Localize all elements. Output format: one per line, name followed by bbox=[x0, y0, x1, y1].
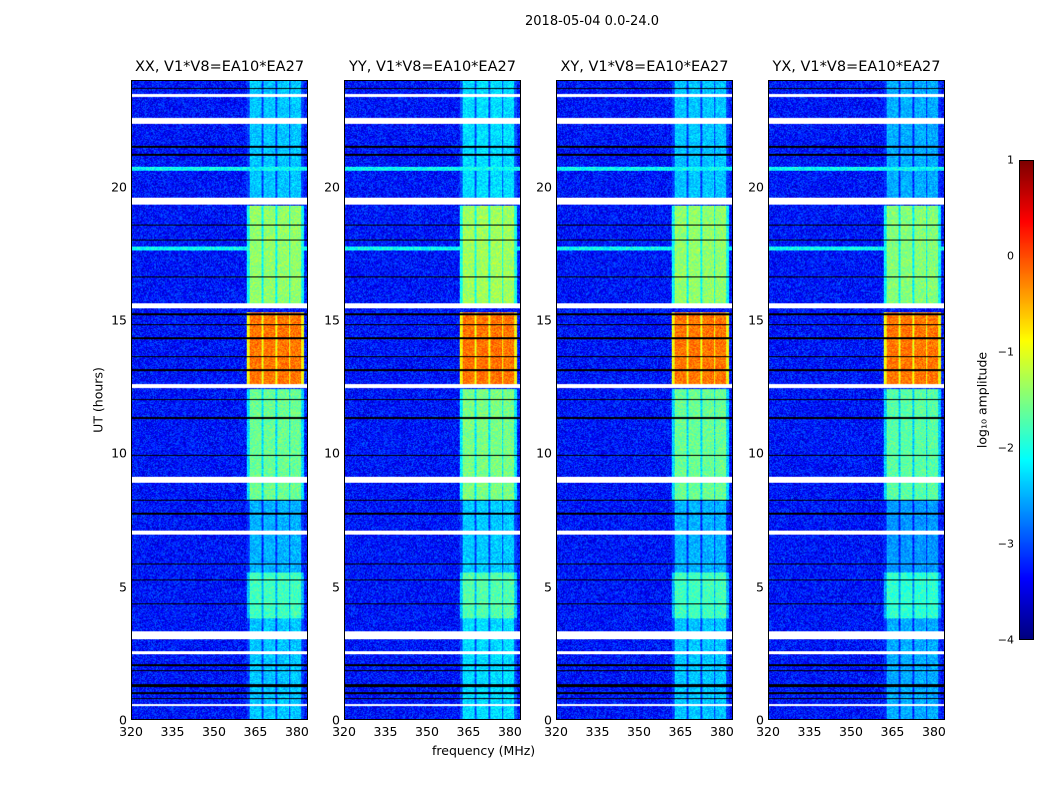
spectrogram-panel bbox=[131, 80, 308, 720]
colorbar-gradient bbox=[1020, 161, 1033, 639]
panel-title: XY, V1*V8=EA10*EA27 bbox=[560, 59, 729, 75]
x-tick-label: 380 bbox=[710, 724, 734, 739]
panel-title: XX, V1*V8=EA10*EA27 bbox=[134, 59, 305, 75]
x-tick-label: 335 bbox=[797, 724, 822, 739]
x-tick-label: 320 bbox=[544, 724, 568, 739]
x-tick-label: 380 bbox=[498, 724, 522, 739]
y-tick-label: 5 bbox=[756, 579, 764, 595]
y-tick-label: 0 bbox=[544, 712, 552, 728]
x-tick-label: 320 bbox=[756, 724, 780, 739]
y-tick-label: 5 bbox=[544, 579, 552, 595]
y-tick-label: 10 bbox=[111, 445, 127, 461]
x-axis-label: frequency (MHz) bbox=[432, 743, 536, 758]
figure-title: 2018-05-04 0.0-24.0 bbox=[525, 14, 659, 29]
y-tick-label: 0 bbox=[332, 712, 340, 728]
colorbar bbox=[1019, 160, 1034, 640]
y-tick-label: 0 bbox=[756, 712, 764, 728]
y-tick-label: 5 bbox=[332, 579, 340, 595]
x-tick-label: 320 bbox=[119, 724, 143, 739]
y-axis-label: UT (hours) bbox=[90, 367, 106, 433]
y-tick-label: 5 bbox=[119, 579, 127, 595]
x-tick-label: 365 bbox=[243, 724, 268, 739]
spectrogram-image bbox=[132, 81, 307, 719]
x-tick-label: 335 bbox=[585, 724, 610, 739]
panel-title: YY, V1*V8=EA10*EA27 bbox=[349, 59, 516, 75]
colorbar-tick-label: 0 bbox=[1007, 249, 1014, 263]
y-tick-label: 15 bbox=[748, 312, 764, 328]
x-tick-label: 350 bbox=[839, 724, 863, 739]
x-tick-label: 365 bbox=[880, 724, 905, 739]
colorbar-tick-label: −2 bbox=[997, 441, 1014, 455]
y-tick-label: 20 bbox=[748, 179, 764, 195]
y-tick-label: 10 bbox=[324, 445, 340, 461]
y-tick-label: 10 bbox=[536, 445, 552, 461]
spectrogram-image bbox=[769, 81, 944, 719]
y-tick-label: 15 bbox=[324, 312, 340, 328]
spectrogram-image bbox=[345, 81, 520, 719]
x-tick-label: 350 bbox=[202, 724, 226, 739]
spectrogram-image bbox=[557, 81, 732, 719]
x-tick-label: 365 bbox=[668, 724, 693, 739]
x-tick-label: 335 bbox=[373, 724, 398, 739]
spectrogram-panel bbox=[768, 80, 945, 720]
panel-title: YX, V1*V8=EA10*EA27 bbox=[772, 59, 941, 75]
x-tick-label: 350 bbox=[415, 724, 439, 739]
colorbar-label: log₁₀ amplitude bbox=[974, 351, 990, 449]
x-tick-label: 365 bbox=[456, 724, 481, 739]
y-tick-label: 20 bbox=[324, 179, 340, 195]
x-tick-label: 380 bbox=[922, 724, 946, 739]
spectrogram-panel bbox=[344, 80, 521, 720]
colorbar-tick-label: 1 bbox=[1007, 153, 1014, 167]
colorbar-tick-label: −3 bbox=[997, 537, 1014, 551]
y-tick-label: 10 bbox=[748, 445, 764, 461]
colorbar-tick-label: −1 bbox=[997, 345, 1014, 359]
x-tick-label: 320 bbox=[332, 724, 356, 739]
y-tick-label: 15 bbox=[111, 312, 127, 328]
y-tick-label: 15 bbox=[536, 312, 552, 328]
x-tick-label: 350 bbox=[627, 724, 651, 739]
spectrogram-panel bbox=[556, 80, 733, 720]
y-tick-label: 20 bbox=[111, 179, 127, 195]
y-tick-label: 20 bbox=[536, 179, 552, 195]
x-tick-label: 335 bbox=[160, 724, 185, 739]
x-tick-label: 380 bbox=[285, 724, 309, 739]
y-tick-label: 0 bbox=[119, 712, 127, 728]
colorbar-tick-label: −4 bbox=[997, 633, 1014, 647]
